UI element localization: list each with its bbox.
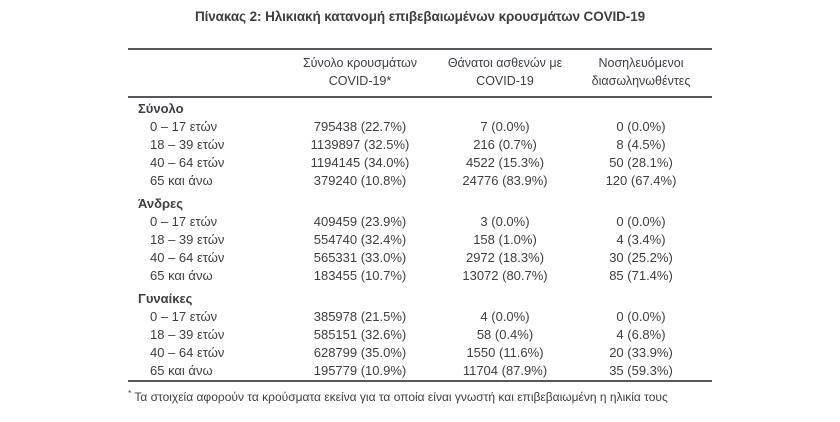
value-cell: 24776 (83.9%) — [462, 173, 548, 188]
footnote-marker: * — [128, 388, 132, 398]
value-cell: 216 (0.7%) — [473, 137, 537, 152]
value-cell: 158 (1.0%) — [473, 232, 537, 247]
value-cell: 1550 (11.6%) — [466, 345, 544, 360]
header-deaths: Θάνατοι ασθενών με COVID-19 — [440, 49, 570, 98]
value-cell: 385978 (21.5%) — [313, 309, 407, 324]
age-label-cell: 65 και άνω — [150, 363, 213, 378]
table-row: 40 – 64 ετών 565331 (33.0%) 2972 (18.3%) 30… — [128, 249, 712, 267]
value-cell: 7 (0.0%) — [480, 119, 530, 134]
section-header-row: Γυναίκες — [128, 285, 712, 308]
header-row: Σύνολο κρουσμάτων COVID-19* Θάνατοι ασθε… — [128, 49, 712, 98]
header-intubated-line1: Νοσηλευόμενοι — [598, 56, 684, 70]
value-cell: 13072 (80.7%) — [462, 268, 548, 283]
value-cell: 585151 (32.6%) — [313, 327, 407, 342]
value-cell: 35 (59.3%) — [609, 363, 673, 378]
value-cell: 379240 (10.8%) — [313, 173, 407, 188]
section-header-row: Άνδρες — [128, 190, 712, 213]
value-cell: 195779 (10.9%) — [313, 363, 407, 378]
header-deaths-line1: Θάνατοι ασθενών με — [447, 56, 563, 70]
value-cell: 8 (4.5%) — [616, 137, 666, 152]
table-row: 18 – 39 ετών 1139897 (32.5%) 216 (0.7%) 8 (… — [128, 136, 712, 154]
value-cell: 85 (71.4%) — [609, 268, 673, 283]
value-cell: 4 (0.0%) — [480, 309, 530, 324]
value-cell: 628799 (35.0%) — [313, 345, 407, 360]
table-row: 65 και άνω 183455 (10.7%) 13072 (80.7%) 85 … — [128, 267, 712, 285]
age-label-cell: 40 – 64 ετών — [150, 155, 225, 170]
age-label-cell: 18 – 39 ετών — [150, 327, 225, 342]
table-row: 40 – 64 ετών 1194145 (34.0%) 4522 (15.3%) 5… — [128, 154, 712, 172]
table-row: 0 – 17 ετών 385978 (21.5%) 4 (0.0%) 0 (0.0%… — [128, 308, 712, 326]
age-label-cell: 0 – 17 ετών — [150, 119, 218, 134]
table-row: 0 – 17 ετών 409459 (23.9%) 3 (0.0%) 0 (0.0%… — [128, 213, 712, 231]
section-label: Γυναίκες — [138, 291, 193, 306]
age-label-cell: 65 και άνω — [150, 268, 213, 283]
value-cell: 0 (0.0%) — [616, 119, 666, 134]
value-cell: 20 (33.9%) — [609, 345, 673, 360]
table-row: 65 και άνω 195779 (10.9%) 11704 (87.9%) 35 … — [128, 362, 712, 381]
table-row: 18 – 39 ετών 554740 (32.4%) 158 (1.0%) 4 (3… — [128, 231, 712, 249]
section-label: Άνδρες — [138, 196, 183, 211]
table-header: Σύνολο κρουσμάτων COVID-19* Θάνατοι ασθε… — [128, 49, 712, 98]
value-cell: 1139897 (32.5%) — [310, 137, 410, 152]
header-intubated: Νοσηλευόμενοι διασωληνωθέντες — [570, 49, 712, 98]
header-empty-cell — [128, 49, 280, 98]
header-deaths-line2: COVID-19 — [476, 73, 534, 88]
covid-age-distribution-table: Σύνολο κρουσμάτων COVID-19* Θάνατοι ασθε… — [128, 48, 712, 382]
value-cell: 3 (0.0%) — [480, 214, 530, 229]
value-cell: 50 (28.1%) — [609, 155, 673, 170]
value-cell: 120 (67.4%) — [605, 173, 677, 188]
footnote: * Τα στοιχεία αφορούν τα κρούσματα εκείνα… — [128, 388, 712, 406]
value-cell: 0 (0.0%) — [616, 214, 666, 229]
table-body: Σύνολο 0 – 17 ετών 795438 (22.7%) 7 (0.0%) 0… — [128, 97, 712, 381]
table-row: 40 – 64 ετών 628799 (35.0%) 1550 (11.6%) 20… — [128, 344, 712, 362]
table-row: 65 και άνω 379240 (10.8%) 24776 (83.9%) 120… — [128, 172, 712, 190]
age-label-cell: 0 – 17 ετών — [150, 214, 218, 229]
table-title: Πίνακας 2: Ηλικιακή κατανομή επιβεβαιωμέ… — [194, 9, 646, 24]
value-cell: 554740 (32.4%) — [313, 232, 407, 247]
header-total-cases-line2: COVID-19* — [328, 73, 392, 88]
value-cell: 4 (6.8%) — [616, 327, 666, 342]
value-cell: 565331 (33.0%) — [313, 250, 407, 265]
value-cell: 2972 (18.3%) — [465, 250, 545, 265]
table-row: 18 – 39 ετών 585151 (32.6%) 58 (0.4%) 4 (6.… — [128, 326, 712, 344]
value-cell: 183455 (10.7%) — [313, 268, 407, 283]
age-label-cell: 40 – 64 ετών — [150, 250, 225, 265]
value-cell: 795438 (22.7%) — [313, 119, 407, 134]
age-label-cell: 65 και άνω — [150, 173, 213, 188]
value-cell: 1194145 (34.0%) — [310, 155, 410, 170]
value-cell: 4522 (15.3%) — [465, 155, 545, 170]
header-total-cases: Σύνολο κρουσμάτων COVID-19* — [280, 49, 440, 98]
header-intubated-line2: διασωληνωθέντες — [591, 73, 691, 88]
age-label-cell: 40 – 64 ετών — [150, 345, 225, 360]
header-total-cases-line1: Σύνολο κρουσμάτων — [302, 56, 418, 70]
section-label: Σύνολο — [138, 101, 184, 116]
footnote-text: Τα στοιχεία αφορούν τα κρούσματα εκείνα … — [134, 390, 668, 404]
table-row: 0 – 17 ετών 795438 (22.7%) 7 (0.0%) 0 (0.0%… — [128, 118, 712, 136]
value-cell: 4 (3.4%) — [616, 232, 666, 247]
age-label-cell: 18 – 39 ετών — [150, 137, 225, 152]
age-label-cell: 18 – 39 ετών — [150, 232, 225, 247]
value-cell: 0 (0.0%) — [616, 309, 666, 324]
value-cell: 30 (25.2%) — [609, 250, 673, 265]
value-cell: 58 (0.4%) — [476, 327, 534, 342]
value-cell: 409459 (23.9%) — [313, 214, 407, 229]
age-label-cell: 0 – 17 ετών — [150, 309, 218, 324]
section-header-row: Σύνολο — [128, 97, 712, 118]
value-cell: 11704 (87.9%) — [462, 363, 548, 378]
